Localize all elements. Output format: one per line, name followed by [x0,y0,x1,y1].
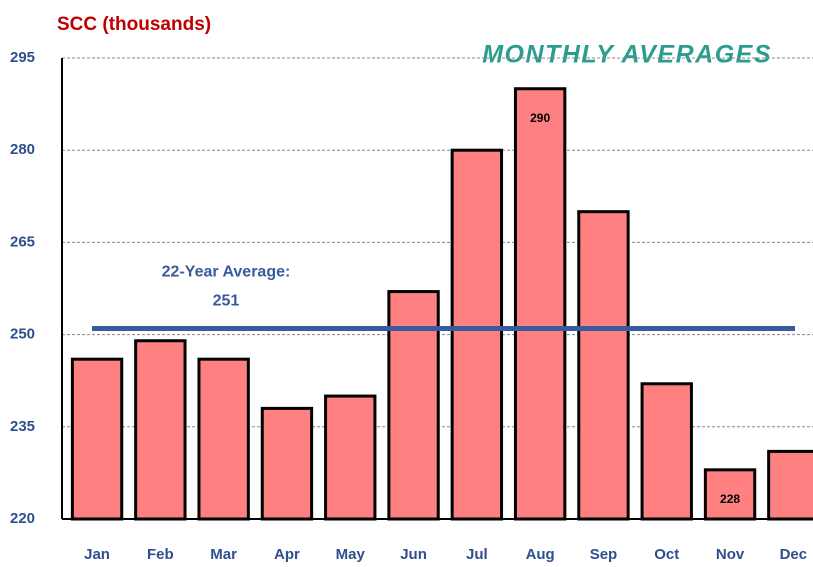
y-tick-label: 295 [10,49,35,66]
bar [324,394,377,521]
bar [577,210,630,521]
chart-subtitle: MONTHLY AVERAGES [482,41,772,69]
bar [640,382,693,521]
y-tick-label: 220 [10,510,35,527]
x-tick-label: Oct [654,546,679,563]
data-label: 228 [720,492,740,506]
x-tick-label: Feb [147,546,174,563]
data-label: 290 [530,111,550,125]
x-tick-label: Jan [84,546,110,563]
average-value: 251 [213,293,240,310]
bar [513,87,567,521]
y-tick-label: 265 [10,233,35,250]
bar [197,357,250,521]
x-tick-label: Jun [400,546,427,563]
bar [767,449,813,521]
bar [134,339,187,521]
chart-title: SCC (thousands) [57,14,211,35]
x-tick-label: Apr [274,546,300,563]
x-tick-label: Nov [716,546,745,563]
x-tick-label: Jul [466,546,488,563]
bar [450,148,504,521]
bar [260,406,314,521]
y-tick-label: 235 [10,418,35,435]
x-tick-label: May [336,546,366,563]
x-tick-label: Aug [526,546,555,563]
y-tick-label: 280 [10,141,35,158]
x-tick-label: Mar [210,546,237,563]
bar [70,357,124,521]
y-tick-label: 250 [10,326,35,343]
bar [387,290,440,521]
x-tick-label: Dec [780,546,808,563]
average-label: 22-Year Average: [162,264,291,281]
x-tick-label: Sep [590,546,618,563]
